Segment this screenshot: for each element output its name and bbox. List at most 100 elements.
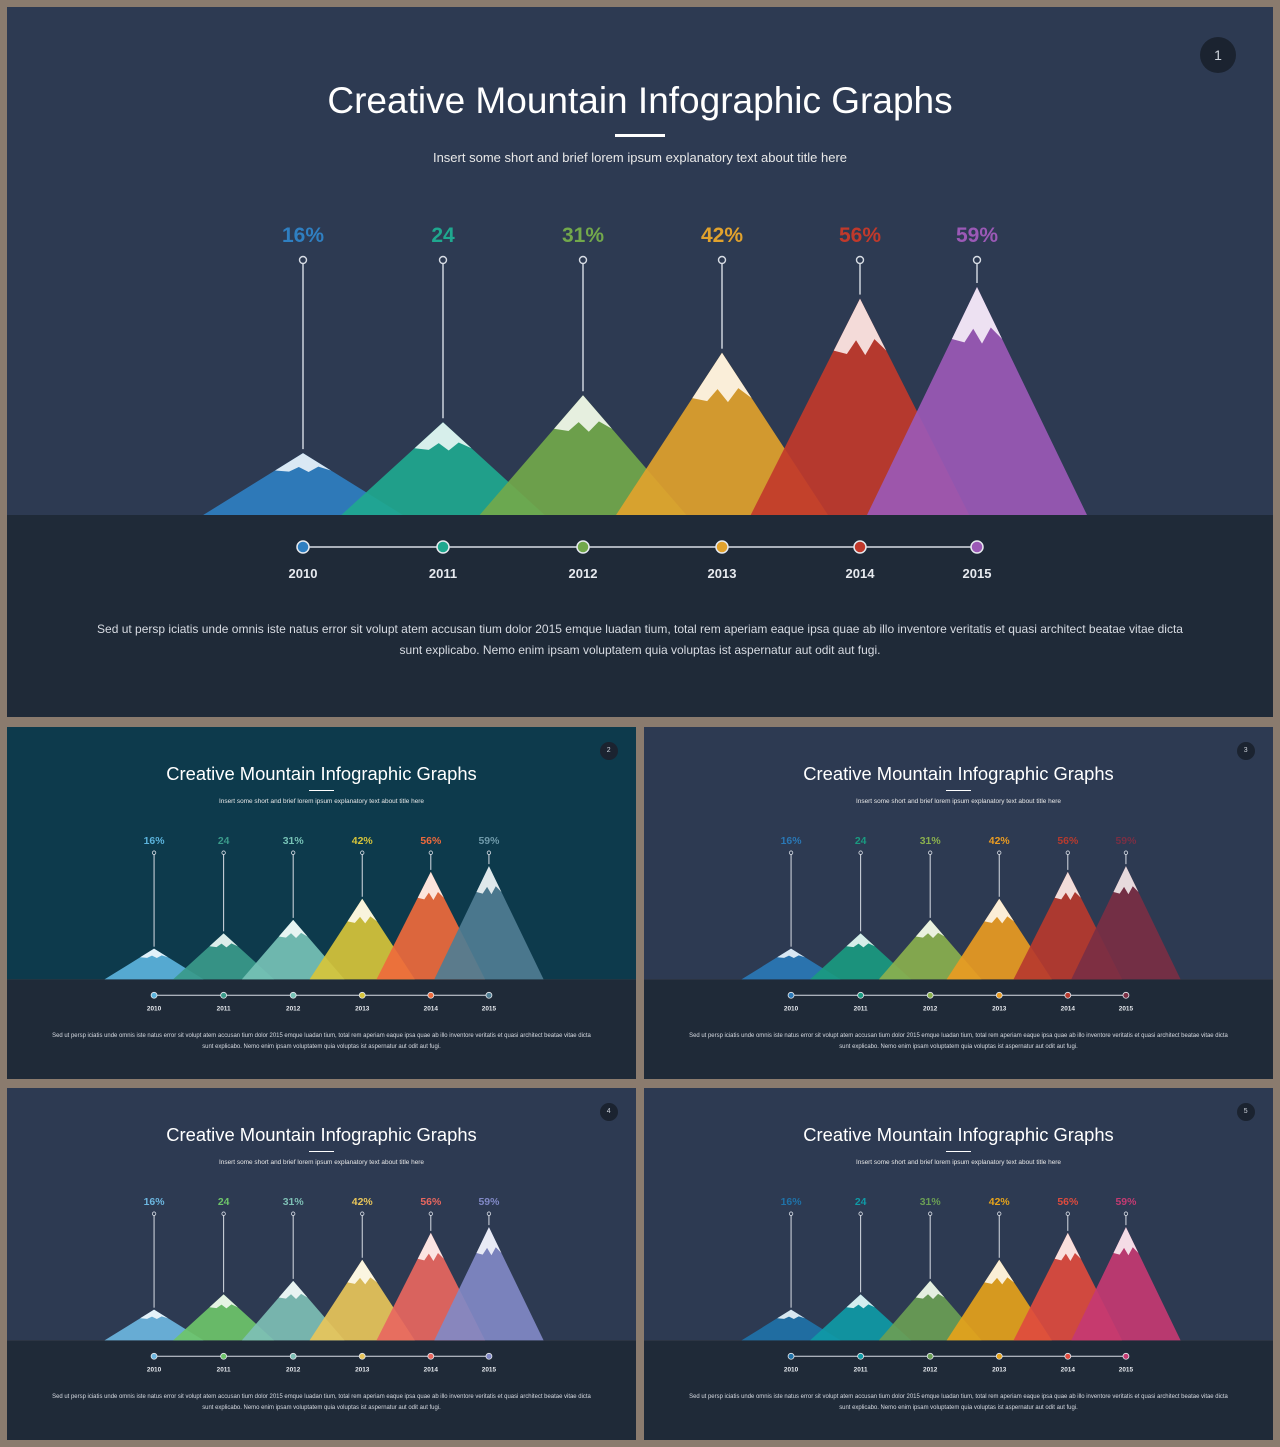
snow-cap-2013 (692, 352, 752, 403)
mountains-group (104, 866, 544, 980)
slide-thumbnail-3[interactable]: 16% 24 31% 42% 56% 59% 2010 2011 2012 2013 2014 201… (644, 727, 1273, 1079)
snow-cap-2014 (1054, 871, 1081, 900)
value-label-2011: 24 (855, 836, 867, 847)
mountain-2015 (1071, 1227, 1181, 1341)
snow-cap-2014 (417, 871, 444, 900)
pin-dot-2012 (928, 1211, 933, 1216)
snow-cap-2012 (554, 395, 612, 432)
mountain-2015 (1071, 866, 1181, 980)
slide-bottom-background (644, 979, 1273, 1079)
slide-thumbnail-4[interactable]: 16% 24 31% 42% 56% 59% 2010 2011 2012 2013 2014 201… (7, 1088, 636, 1440)
year-label-2011: 2011 (429, 566, 457, 581)
slide-title: Creative Mountain Infographic Graphs (803, 1123, 1114, 1145)
slide-title: Creative Mountain Infographic Graphs (166, 1123, 477, 1145)
snow-cap-2013 (984, 1259, 1014, 1285)
timeline-dot-2011 (220, 1352, 228, 1360)
timeline-dot-2014 (427, 1352, 435, 1360)
value-label-2010: 16% (781, 1197, 802, 1208)
value-label-2013: 42% (989, 1197, 1010, 1208)
pin-dot-2011 (858, 850, 863, 855)
snow-cap-2013 (347, 1259, 377, 1285)
value-label-2012: 31% (283, 836, 304, 847)
value-label-2012: 31% (920, 836, 941, 847)
value-label-2010: 16% (282, 224, 324, 247)
page-number-badge: 5 (1236, 1102, 1255, 1121)
value-label-2010: 16% (144, 1197, 165, 1208)
snow-cap-2014 (417, 1232, 444, 1261)
mountain-chart: 16% 24 31% 42% 56% 59% 2010 2011 2012 2013 2014 201… (7, 1088, 636, 1440)
slide-title: Creative Mountain Infographic Graphs (803, 762, 1114, 784)
title-underline (946, 790, 971, 792)
pin-dot-2013 (360, 1211, 365, 1216)
mountain-2011 (810, 933, 912, 980)
year-label-2014: 2014 (424, 1367, 439, 1374)
value-label-2013: 42% (989, 836, 1010, 847)
snow-cap-2014 (1054, 1232, 1081, 1261)
value-label-2014: 56% (1057, 1197, 1078, 1208)
timeline-dot-2012 (926, 991, 934, 999)
timeline-dot-2012 (289, 1352, 297, 1360)
year-label-2010: 2010 (289, 566, 318, 581)
snow-cap-2015 (1113, 866, 1139, 895)
pin-dot-2013 (717, 255, 727, 265)
mountains-group (104, 1227, 544, 1341)
timeline-dot-2012 (289, 991, 297, 999)
mountain-2011 (341, 422, 545, 515)
slide-description: Sed ut persp iciatis unde omnis iste nat… (52, 1394, 591, 1411)
year-label-2012: 2012 (569, 566, 598, 581)
mountain-2012 (479, 395, 687, 515)
slide-title: Creative Mountain Infographic Graphs (327, 80, 953, 121)
timeline-dot-2010 (787, 1352, 795, 1360)
mountain-2011 (810, 1294, 912, 1341)
pin-dot-2015 (1123, 1211, 1129, 1216)
page-number-badge: 4 (599, 1102, 618, 1121)
year-label-2012: 2012 (286, 1006, 301, 1013)
pin-dot-2013 (360, 850, 365, 855)
pin-dot-2014 (1065, 1211, 1070, 1216)
pin-dot-2012 (291, 850, 296, 855)
mountain-chart: 16% 24 31% 42% 56% 59% 2010 2011 2012 2013 2014 201… (7, 727, 636, 1079)
pin-dot-2015 (1123, 850, 1129, 855)
pin-dot-2010 (151, 1211, 157, 1216)
snow-cap-2012 (915, 1280, 945, 1300)
page-number-badge: 1 (1200, 37, 1236, 73)
slide-thumbnail-5[interactable]: 16% 24 31% 42% 56% 59% 2010 2011 2012 2013 2014 201… (644, 1088, 1273, 1440)
mountains-group (741, 866, 1181, 980)
slide-main: 16% 24 31% 42% 56% 59% 2010 2011 2012 2013 2014 201… (7, 7, 1273, 717)
year-label-2014: 2014 (846, 566, 876, 581)
mountain-2015 (434, 866, 544, 980)
mountain-2011 (173, 933, 275, 980)
timeline-dot-2011 (857, 1352, 865, 1360)
snow-cap-2013 (984, 898, 1014, 924)
slide-subtitle: Insert some short and brief lorem ipsum … (432, 150, 848, 165)
slide-thumbnail-2[interactable]: 16% 24 31% 42% 56% 59% 2010 2011 2012 2013 2014 201… (7, 727, 636, 1079)
year-label-2012: 2012 (923, 1367, 938, 1374)
mountain-2011 (173, 1294, 275, 1341)
year-label-2015: 2015 (1119, 1006, 1134, 1013)
timeline-dot-2011 (220, 991, 228, 999)
snow-cap-2013 (347, 898, 377, 924)
pin-dot-2011 (221, 1211, 226, 1216)
pin-dot-2011 (858, 1211, 863, 1216)
value-label-2015: 59% (1116, 1197, 1137, 1208)
year-label-2011: 2011 (217, 1367, 231, 1374)
pin-dot-2013 (997, 850, 1002, 855)
snow-cap-2015 (951, 287, 1003, 344)
snow-cap-2015 (476, 866, 502, 895)
value-label-2013: 42% (701, 224, 743, 247)
value-label-2015: 59% (1116, 836, 1137, 847)
year-label-2013: 2013 (992, 1367, 1007, 1374)
pin-dot-2012 (928, 850, 933, 855)
snow-cap-2010 (777, 1309, 805, 1320)
slide-subtitle: Insert some short and brief lorem ipsum … (855, 798, 1062, 806)
year-label-2013: 2013 (355, 1367, 370, 1374)
slide-description: Sed ut persp iciatis unde omnis iste nat… (689, 1033, 1228, 1050)
year-label-2011: 2011 (217, 1006, 231, 1013)
timeline-dot-2015 (1122, 1352, 1130, 1360)
slide-bottom-background (644, 1340, 1273, 1440)
mountain-2010 (104, 948, 204, 980)
pin-dot-2015 (972, 255, 982, 265)
year-label-2010: 2010 (784, 1006, 799, 1013)
timeline-dot-2015 (485, 991, 493, 999)
mountain-2012 (241, 919, 345, 980)
